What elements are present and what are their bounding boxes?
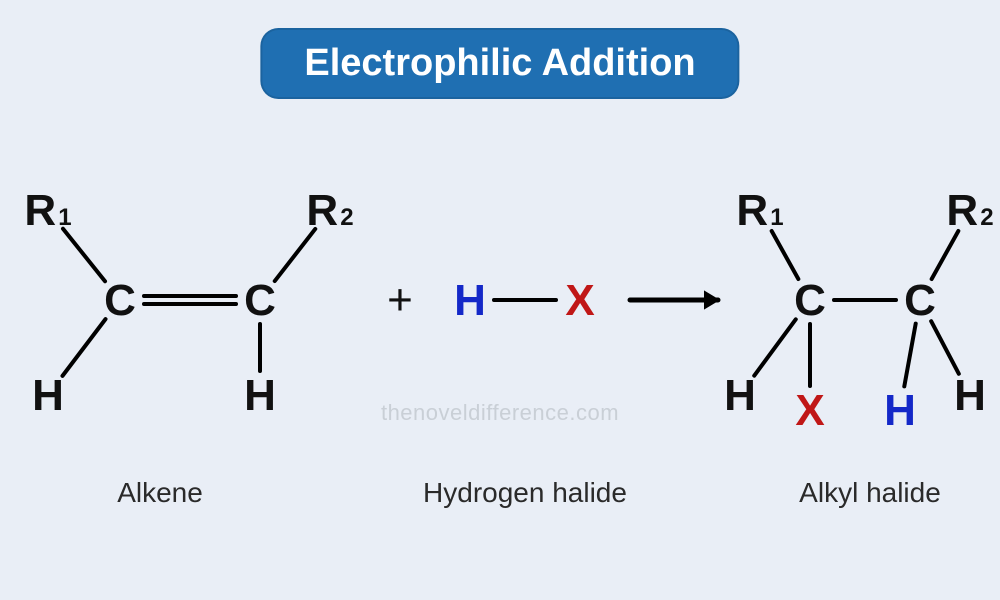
atom-label: C — [104, 276, 136, 325]
bond — [63, 229, 105, 282]
atom-label: C — [904, 276, 936, 325]
atom-label: R2 — [946, 186, 993, 235]
diagram-canvas: Electrophilic Addition CCR1R2HHHXCCR1R2H… — [0, 0, 1000, 600]
atom-label: H — [954, 371, 986, 420]
plus-symbol: + — [387, 276, 413, 325]
atom-label: X — [565, 276, 594, 325]
atom-label: H — [884, 386, 916, 435]
watermark-text: thenoveldifference.com — [381, 400, 619, 426]
atom-label: X — [795, 386, 824, 435]
bond — [62, 319, 105, 376]
atom-label: H — [244, 371, 276, 420]
bond — [904, 324, 915, 387]
atom-label: H — [724, 371, 756, 420]
caption-label: Alkyl halide — [760, 475, 980, 510]
caption-label: Hydrogen halide — [415, 475, 635, 510]
atom-label: C — [244, 276, 276, 325]
atom-label: C — [794, 276, 826, 325]
atom-label: H — [32, 371, 64, 420]
bond — [275, 229, 316, 281]
atom-label: R2 — [306, 186, 353, 235]
arrow-head-icon — [704, 290, 720, 309]
bond — [772, 231, 799, 279]
atom-label: R1 — [736, 186, 783, 235]
caption-label: Alkene — [50, 475, 270, 510]
bond — [931, 321, 959, 374]
bond — [754, 319, 796, 375]
atom-label: H — [454, 276, 486, 325]
bond — [932, 231, 959, 279]
atom-label: R1 — [24, 186, 71, 235]
diagram-title: Electrophilic Addition — [260, 28, 739, 99]
